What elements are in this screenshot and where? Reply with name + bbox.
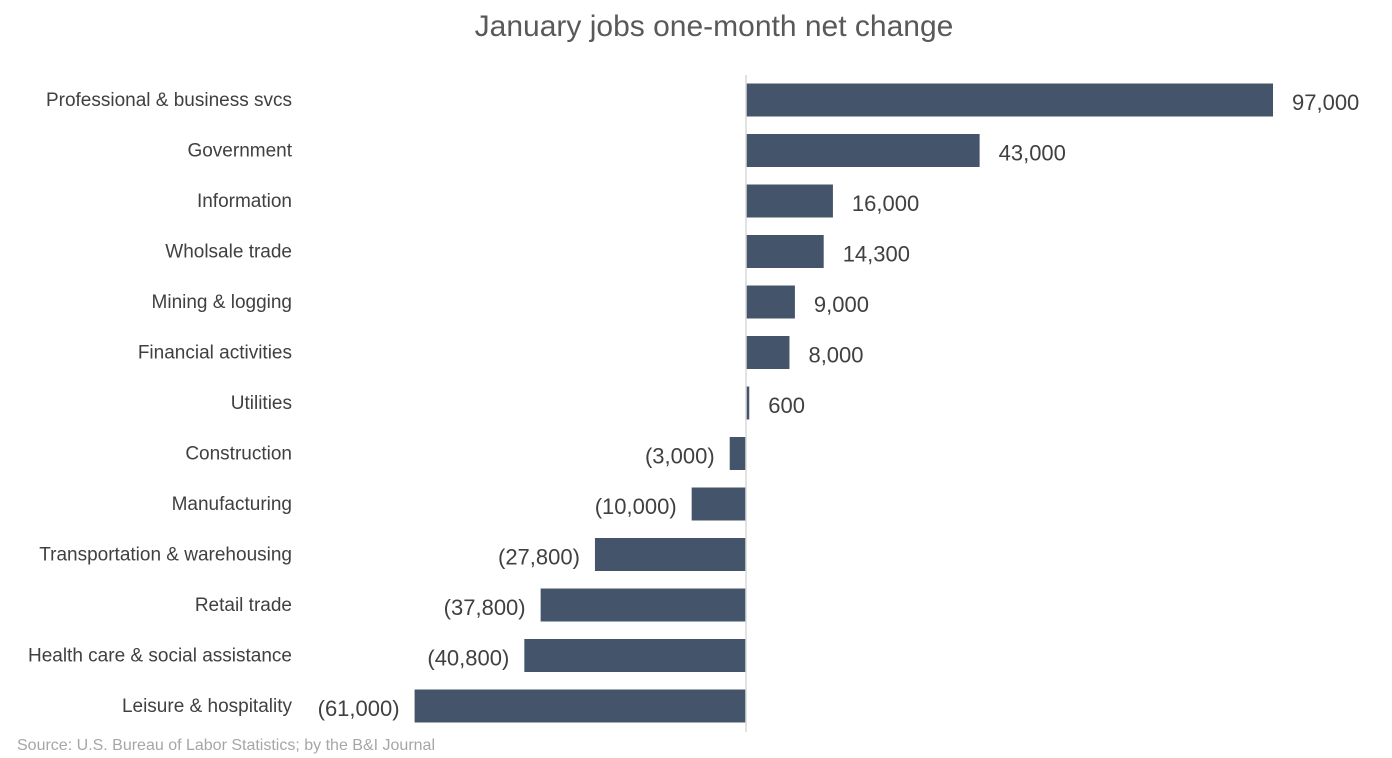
data-label: 16,000 [852,191,919,216]
category-label: Government [187,141,292,162]
data-label: (40,800) [427,646,509,671]
category-label: Utilities [231,393,292,414]
bar [746,386,750,420]
data-label: 14,300 [843,242,910,267]
bar [729,437,746,470]
bar [746,336,790,369]
category-label: Professional & business svcs [46,90,292,111]
category-label: Information [197,191,292,212]
category-label: Manufacturing [172,494,292,515]
data-label: 8,000 [808,343,863,368]
category-label: Construction [185,444,292,465]
data-label: (27,800) [498,545,580,570]
data-label: 9,000 [814,292,869,317]
bar [540,588,746,622]
data-label: 43,000 [999,141,1066,166]
source-note: Source: U.S. Bureau of Labor Statistics;… [17,737,435,754]
chart-title: January jobs one-month net change [475,10,954,43]
category-label: Wholsale trade [165,242,292,263]
bar [746,235,824,268]
data-label: 97,000 [1292,90,1359,115]
category-label: Health care & social assistance [28,646,292,667]
data-label: (61,000) [318,696,400,721]
bar [746,285,795,319]
bar [746,83,1273,117]
data-label: (10,000) [595,494,677,519]
bar [746,184,833,218]
category-labels: Professional & business svcs Government In… [28,90,293,717]
bars [414,83,1273,723]
bar [691,487,746,521]
data-label: 600 [768,393,805,418]
category-label: Retail trade [195,595,292,616]
data-label: (37,800) [444,595,526,620]
bar [746,134,980,167]
category-label: Mining & logging [152,292,292,313]
category-label: Transportation & warehousing [39,545,292,566]
bar [594,538,746,571]
category-label: Financial activities [138,343,292,364]
bar [414,689,746,723]
category-label: Leisure & hospitality [122,696,293,717]
bar [524,639,746,672]
data-label: (3,000) [645,444,715,469]
